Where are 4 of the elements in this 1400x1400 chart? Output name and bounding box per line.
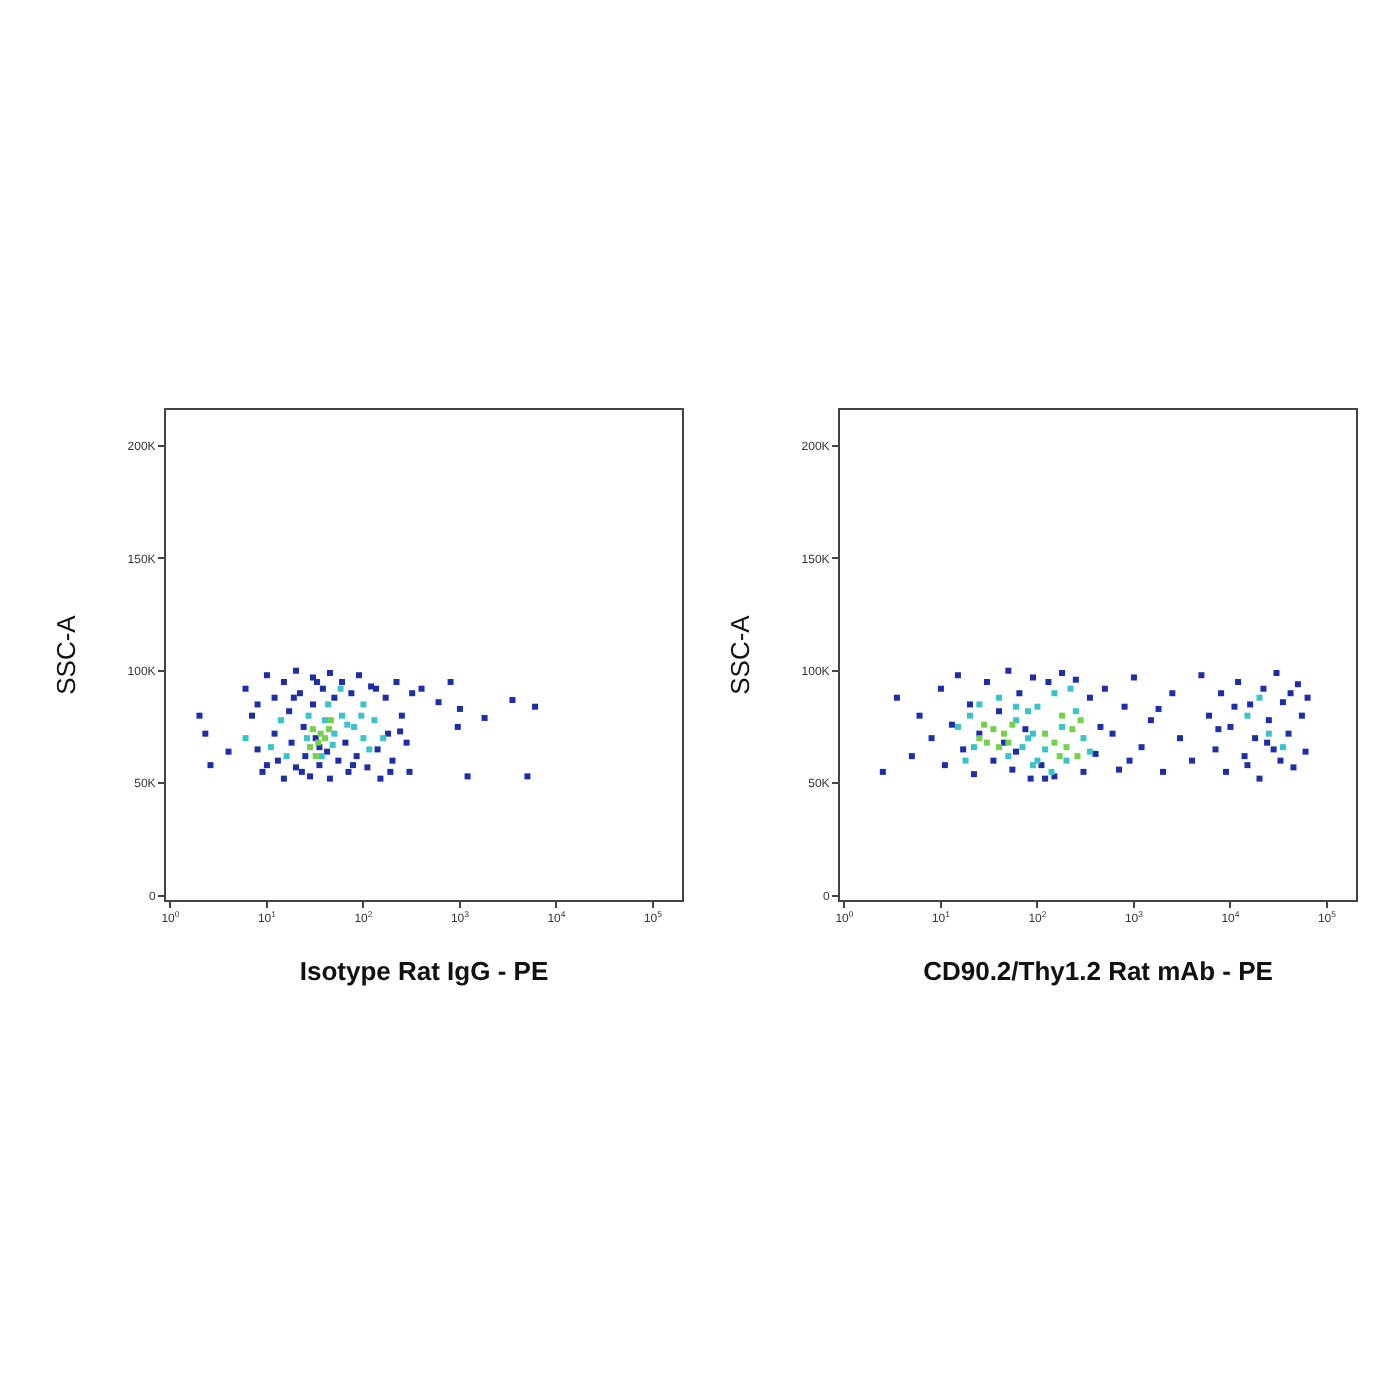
x-axis-title: CD90.2/Thy1.2 Rat mAb - PE bbox=[923, 955, 1274, 986]
y-axis-title: SSC-A bbox=[51, 614, 82, 695]
x-axis-title: Isotype Rat IgG - PE bbox=[299, 955, 549, 986]
y-axis-title: SSC-A bbox=[725, 614, 756, 695]
